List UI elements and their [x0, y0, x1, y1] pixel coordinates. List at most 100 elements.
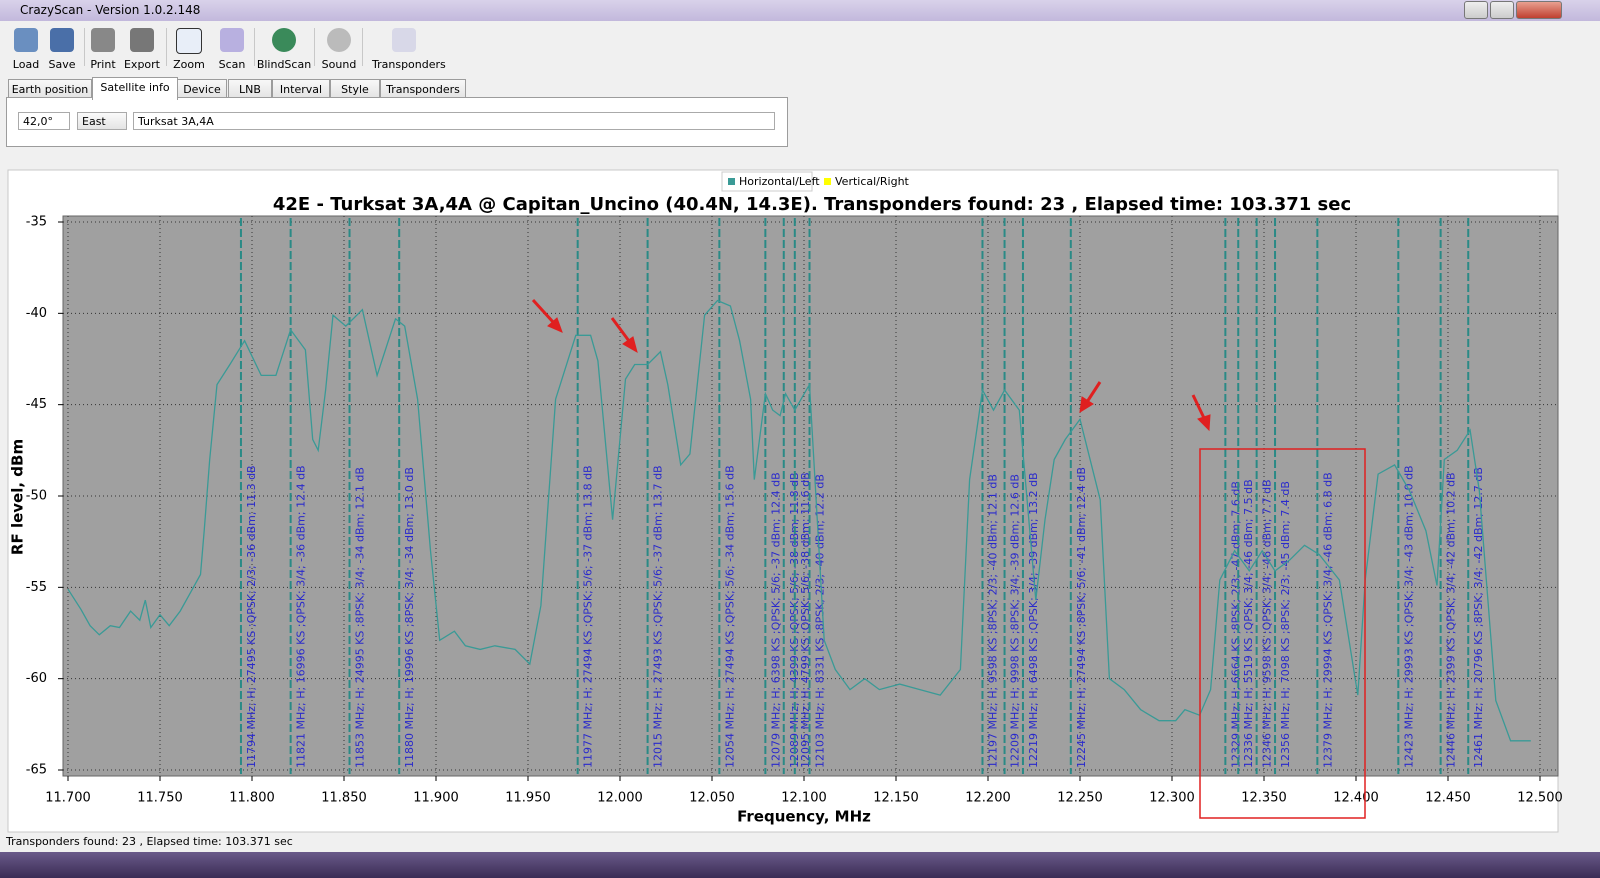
transponder-label: 12219 MHz; H; 6498 KS ;QPSK; 3/4; -39 dB… [1027, 472, 1040, 768]
legend [721, 171, 813, 192]
x-tick-label: 11.850 [321, 791, 367, 806]
button-label: Save [48, 58, 76, 71]
x-tick-label: 12.000 [597, 791, 643, 806]
tab[interactable]: Interval [272, 79, 330, 99]
transponder-label: 12379 MHz; H; 29994 KS ;QPSK; 3/4; -46 d… [1321, 472, 1334, 768]
highlight-box [1199, 448, 1366, 819]
transponder-label: 11821 MHz; H; 16996 KS ;QPSK; 3/4; -36 d… [295, 465, 308, 768]
y-tick-label: -55 [26, 580, 47, 595]
close-button[interactable] [1516, 1, 1562, 19]
taskbar [0, 852, 1600, 878]
arrow [531, 298, 555, 324]
x-tick-label: 11.900 [413, 791, 459, 806]
transponder-label: 12245 MHz; H; 27494 KS ;8PSK; 5/6; -41 d… [1075, 467, 1088, 768]
separator [362, 28, 363, 66]
button-label: Sound [321, 58, 357, 71]
transponder-label: 12329 MHz; H; 6664 KS ;8PSK; 2/3; -47 dB… [1229, 481, 1242, 768]
tab[interactable]: Satellite info [92, 77, 178, 100]
arrow [610, 317, 631, 342]
y-tick-label: -35 [26, 215, 47, 230]
tab[interactable]: Transponders [380, 79, 466, 99]
x-tick-label: 12.500 [1517, 791, 1563, 806]
tab[interactable]: Style [330, 79, 380, 99]
transponder-label: 12461 MHz; H; 20796 KS ;8PSK; 3/4; -42 d… [1472, 467, 1485, 768]
toolbar-button[interactable]: BlindScan [257, 26, 311, 71]
legend-swatch [728, 178, 735, 185]
button-label: Export [123, 58, 160, 71]
button-label: Transponders [372, 58, 446, 71]
separator [166, 28, 167, 66]
toolbar-button[interactable]: Scan [210, 26, 254, 71]
transponder-label: 11853 MHz; H; 24995 KS ;8PSK; 3/4; -34 d… [354, 467, 367, 768]
x-tick-label: 11.700 [45, 791, 91, 806]
legend-label: Vertical/Right [835, 175, 910, 188]
maximize-button[interactable] [1490, 1, 1514, 19]
spectrum-line [67, 299, 1531, 742]
y-tick-label: -45 [26, 397, 47, 412]
x-tick-label: 12.200 [965, 791, 1011, 806]
tab[interactable]: Earth position [8, 79, 92, 99]
x-tick-label: 12.450 [1425, 791, 1471, 806]
transponder-label: 12446 MHz; H; 2399 KS ;QPSK; 3/4; -42 dB… [1445, 472, 1458, 768]
chart-title: 42E - Turksat 3A,4A @ Capitan_Uncino (40… [273, 194, 1351, 215]
arrow-head [622, 336, 638, 354]
x-tick-label: 12.100 [781, 791, 827, 806]
y-tick-label: -65 [26, 763, 47, 778]
direction-select[interactable]: East [77, 112, 127, 130]
toolbar-button[interactable]: Load [4, 26, 48, 71]
toolbar-button[interactable]: Zoom [167, 26, 211, 71]
x-axis-label: Frequency, MHz [737, 808, 871, 826]
transponder-label: 12346 MHz; H; 9598 KS ;QPSK; 3/4; -46 dB… [1261, 479, 1274, 768]
satellite-input[interactable]: Turksat 3A,4A [133, 112, 775, 130]
x-tick-label: 12.250 [1057, 791, 1103, 806]
toolbar-button[interactable]: Sound [317, 26, 361, 71]
transponder-label: 12054 MHz; H; 27494 KS ;QPSK; 5/6; -34 d… [723, 465, 736, 768]
transponder-label: 12423 MHz; H; 29993 KS ;QPSK; 3/4; -43 d… [1402, 465, 1415, 768]
arrow-head [1197, 414, 1211, 432]
transponder-label: 11794 MHz; H; 27495 KS ;QPSK; 2/3; -36 d… [245, 465, 258, 768]
transponder-label: 12197 MHz; H; 9598 KS ;8PSK; 2/3; -40 dB… [986, 474, 999, 768]
toolbar-button[interactable]: Print [81, 26, 125, 71]
legend-swatch [824, 178, 831, 185]
transponder-label: 12336 MHz; H; 5519 KS ;QPSK; 3/4; -46 dB… [1242, 479, 1255, 768]
button-label: Load [12, 58, 40, 71]
separator [314, 28, 315, 66]
y-tick-label: -50 [26, 489, 47, 504]
button-label: Print [90, 58, 116, 71]
annotations [531, 298, 1366, 819]
window-title: CrazyScan - Version 1.0.2.148 [20, 3, 201, 17]
x-tick-label: 11.950 [505, 791, 551, 806]
status-bar: Transponders found: 23 , Elapsed time: 1… [6, 835, 293, 848]
y-tick-label: -40 [26, 306, 47, 321]
transponder-label: 12209 MHz; H; 9998 KS ;8PSK; 3/4; -39 dB… [1009, 474, 1022, 768]
x-tick-label: 11.800 [229, 791, 275, 806]
separator [84, 28, 85, 66]
x-tick-label: 12.150 [873, 791, 919, 806]
title-bar: CrazyScan - Version 1.0.2.148 [0, 0, 1600, 21]
separator [254, 28, 255, 66]
angle-input[interactable]: 42,0° [18, 112, 70, 130]
x-tick-label: 12.300 [1149, 791, 1195, 806]
arrow-head [547, 317, 563, 333]
transponder-label: 12079 MHz; H; 6398 KS ;QPSK; 5/6; -37 dB… [769, 472, 782, 768]
button-label: BlindScan [256, 58, 312, 71]
arrow [1085, 381, 1102, 403]
x-tick-label: 11.750 [137, 791, 183, 806]
tab[interactable]: LNB [228, 79, 272, 99]
button-label: Scan [218, 58, 246, 71]
x-tick-label: 12.400 [1333, 791, 1379, 806]
toolbar-button[interactable]: Export [120, 26, 164, 71]
transponder-label: 12015 MHz; H; 27493 KS ;QPSK; 5/6; -37 d… [652, 465, 665, 768]
transponder-label: 11880 MHz; H; 19996 KS ;8PSK; 3/4; -34 d… [403, 467, 416, 768]
transponder-label: 12103 MHz; H; 8331 KS ;8PSK; 2/3; -40 dB… [814, 474, 827, 768]
toolbar-button[interactable]: Transponders [372, 26, 446, 71]
toolbar-button[interactable]: Save [40, 26, 84, 71]
x-tick-label: 12.350 [1241, 791, 1287, 806]
transponder-label: 12356 MHz; H; 7098 KS ;8PSK; 2/3; -45 dB… [1279, 481, 1292, 768]
arrow-head [1079, 396, 1094, 413]
legend-label: Horizontal/Left [739, 175, 820, 188]
transponder-label: 11977 MHz; H; 27494 KS ;QPSK; 5/6; -37 d… [582, 465, 595, 768]
minimize-button[interactable] [1464, 1, 1488, 19]
